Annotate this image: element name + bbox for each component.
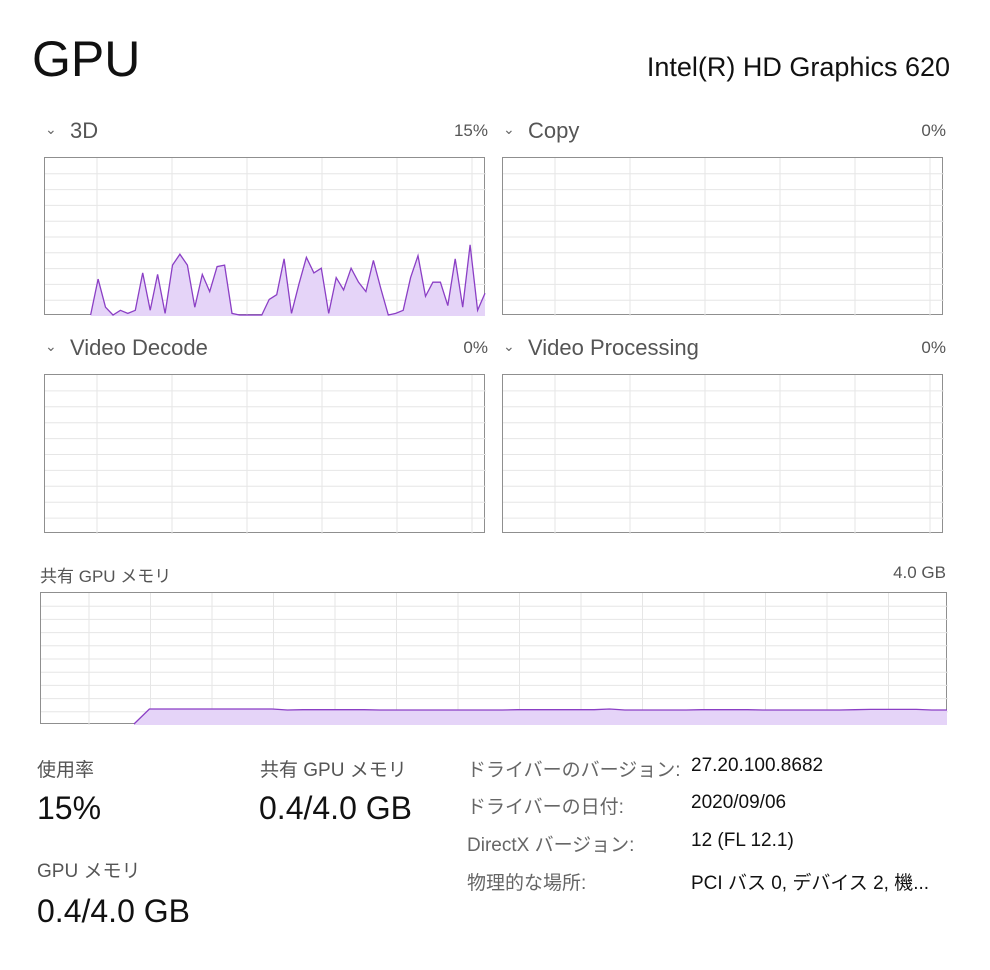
series-line xyxy=(89,244,486,316)
engine-percent-video-processing: 0% xyxy=(921,338,946,357)
shared-memory-max: 4.0 GB xyxy=(893,563,946,582)
chart-shared-memory xyxy=(40,592,948,725)
property-value: 12 (FL 12.1) xyxy=(691,830,794,851)
engine-label-copy[interactable]: Copy xyxy=(528,118,580,143)
chevron-down-icon[interactable]: ⌄ xyxy=(503,339,515,355)
series-area xyxy=(134,709,947,725)
property-value: PCI バス 0, デバイス 2, 機... xyxy=(691,873,930,894)
shared-memory-stat-label: 共有 GPU メモリ xyxy=(260,760,407,781)
engine-percent-video-decode: 0% xyxy=(463,338,488,357)
chevron-down-icon[interactable]: ⌄ xyxy=(45,122,57,138)
engine-label-3d[interactable]: 3D xyxy=(70,118,99,143)
property-value: 27.20.100.8682 xyxy=(691,755,824,776)
engine-label-video-decode[interactable]: Video Decode xyxy=(70,335,208,360)
utilization-label: 使用率 xyxy=(37,760,95,781)
chevron-down-icon[interactable]: ⌄ xyxy=(503,122,515,138)
property-label: ドライバーのバージョン: xyxy=(467,760,681,781)
chart-video-processing xyxy=(502,374,944,534)
page-title: GPU xyxy=(32,31,141,87)
gpu-memory-value: 0.4/4.0 GB xyxy=(37,893,190,929)
chart-3d xyxy=(44,157,486,316)
chart-video-decode xyxy=(44,374,486,534)
property-label: ドライバーの日付: xyxy=(467,797,624,818)
engine-percent-copy: 0% xyxy=(921,121,946,140)
gpu-memory-label: GPU メモリ xyxy=(37,861,141,882)
series-area xyxy=(90,244,485,316)
property-value: 2020/09/06 xyxy=(691,792,787,813)
engine-label-video-processing[interactable]: Video Processing xyxy=(528,335,699,360)
shared-memory-label: 共有 GPU メモリ xyxy=(40,567,172,586)
utilization-value: 15% xyxy=(37,790,102,826)
shared-memory-stat-value: 0.4/4.0 GB xyxy=(259,790,412,826)
property-label: DirectX バージョン: xyxy=(467,835,635,856)
device-name: Intel(R) HD Graphics 620 xyxy=(646,52,950,82)
chevron-down-icon[interactable]: ⌄ xyxy=(45,339,57,355)
series-line xyxy=(133,708,947,725)
property-label: 物理的な場所: xyxy=(467,873,587,894)
chart-copy xyxy=(502,157,944,316)
engine-percent-3d: 15% xyxy=(453,121,488,140)
